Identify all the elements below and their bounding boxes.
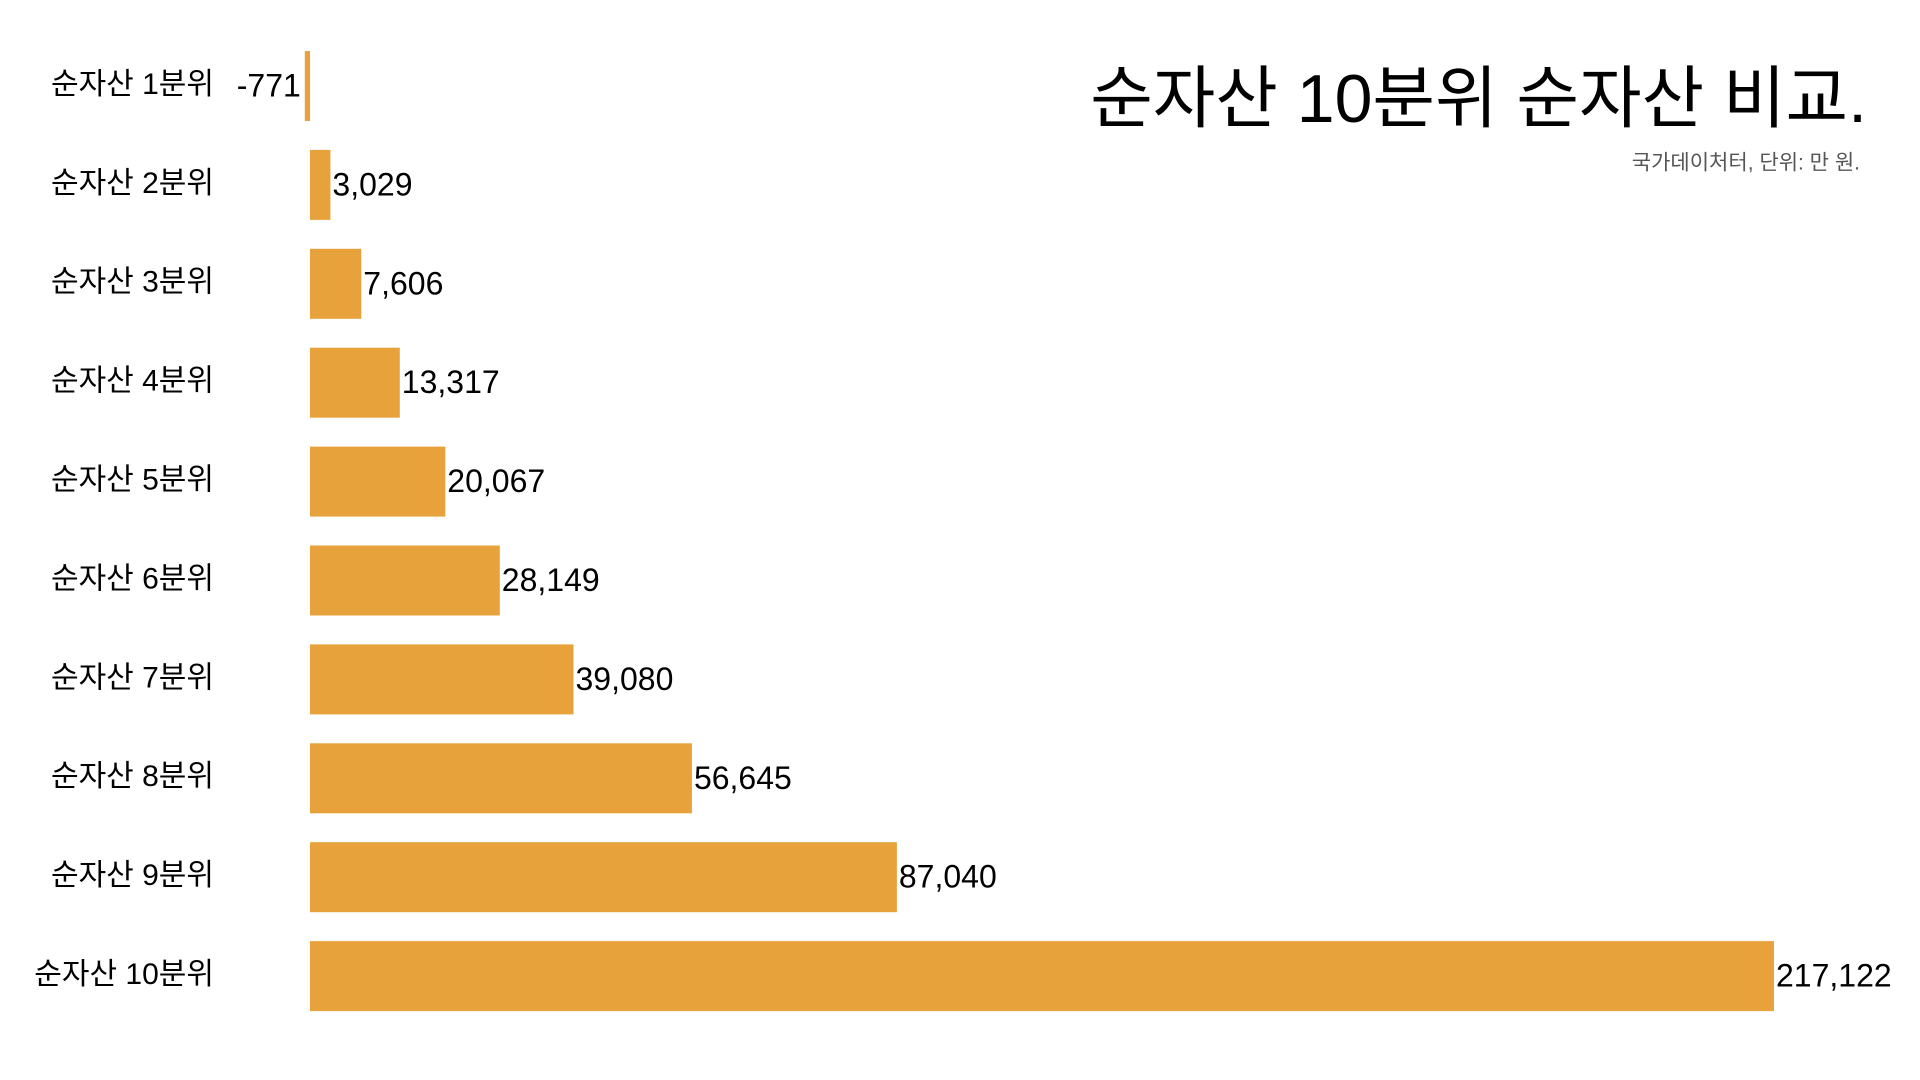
bar — [310, 149, 331, 220]
bar — [310, 446, 446, 517]
value-label: 13,317 — [402, 364, 500, 400]
category-label: 순자산 9분위 — [51, 859, 214, 892]
bar — [310, 347, 400, 418]
value-label: 20,067 — [447, 463, 545, 499]
value-label: -771 — [237, 67, 301, 103]
chart-title: 순자산 10분위 순자산 비교. — [1090, 61, 1867, 137]
bar — [310, 941, 1774, 1012]
category-label: 순자산 1분위 — [51, 68, 214, 101]
bar — [310, 248, 362, 319]
category-label: 순자산 5분위 — [51, 464, 214, 497]
bar — [310, 644, 574, 715]
bar — [310, 545, 500, 616]
value-label: 39,080 — [576, 661, 674, 697]
value-label: 56,645 — [694, 760, 792, 796]
value-label: 217,122 — [1776, 958, 1892, 994]
category-label: 순자산 2분위 — [51, 167, 214, 200]
value-label: 3,029 — [332, 166, 412, 202]
bar — [310, 743, 692, 814]
value-label: 87,040 — [899, 859, 997, 895]
value-label: 28,149 — [502, 562, 600, 598]
bar — [304, 51, 310, 121]
category-label: 순자산 8분위 — [51, 760, 214, 793]
category-label: 순자산 3분위 — [51, 266, 214, 299]
category-label: 순자산 6분위 — [51, 562, 214, 595]
category-label: 순자산 4분위 — [51, 365, 214, 398]
chart-subtitle: 국가데이처터, 단위: 만 원. — [1632, 152, 1860, 175]
category-label: 순자산 7분위 — [51, 661, 214, 694]
bar — [310, 842, 897, 913]
value-label: 7,606 — [363, 265, 443, 301]
category-label: 순자산 10분위 — [34, 958, 214, 991]
